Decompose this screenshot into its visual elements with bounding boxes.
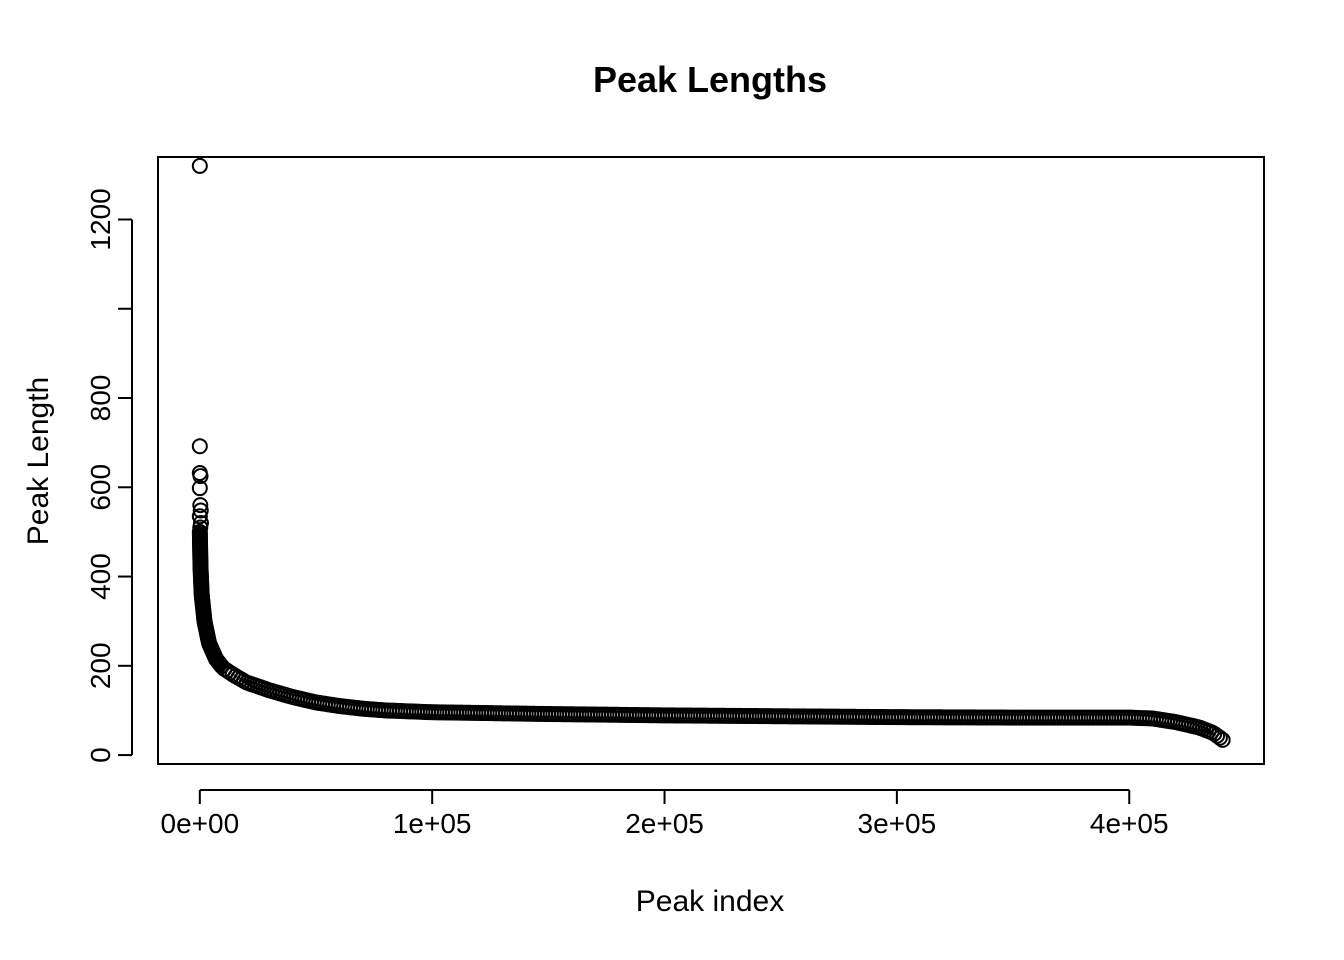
y-tick-label: 600 — [85, 464, 116, 511]
data-point — [191, 157, 208, 174]
x-tick-label: 1e+05 — [393, 808, 472, 839]
chart-title: Peak Lengths — [593, 59, 827, 100]
data-point — [192, 502, 209, 519]
x-tick-label: 0e+00 — [161, 808, 240, 839]
data-point — [192, 468, 209, 485]
y-axis: 0 200 400 600 800 1200 — [85, 188, 133, 763]
x-axis: 0e+00 1e+05 2e+05 3e+05 4e+05 — [161, 789, 1169, 839]
plot-frame — [157, 156, 1265, 765]
x-tick-label: 2e+05 — [625, 808, 704, 839]
data-point — [191, 480, 208, 497]
data-point — [1214, 731, 1231, 748]
data-points — [191, 157, 1231, 748]
y-axis-label: Peak Length — [22, 377, 55, 545]
data-point — [191, 508, 208, 525]
y-tick-label: 400 — [85, 553, 116, 600]
x-axis-label: Peak index — [636, 885, 784, 918]
data-point — [192, 519, 209, 536]
x-tick-label: 4e+05 — [1090, 808, 1169, 839]
data-point — [1211, 729, 1228, 746]
y-tick-label: 0 — [85, 747, 116, 763]
data-point — [192, 497, 209, 514]
y-tick-label: 1200 — [85, 188, 116, 250]
x-tick-label: 3e+05 — [858, 808, 937, 839]
y-tick-label: 200 — [85, 642, 116, 689]
data-point — [191, 438, 208, 455]
y-tick-label: 800 — [85, 375, 116, 422]
